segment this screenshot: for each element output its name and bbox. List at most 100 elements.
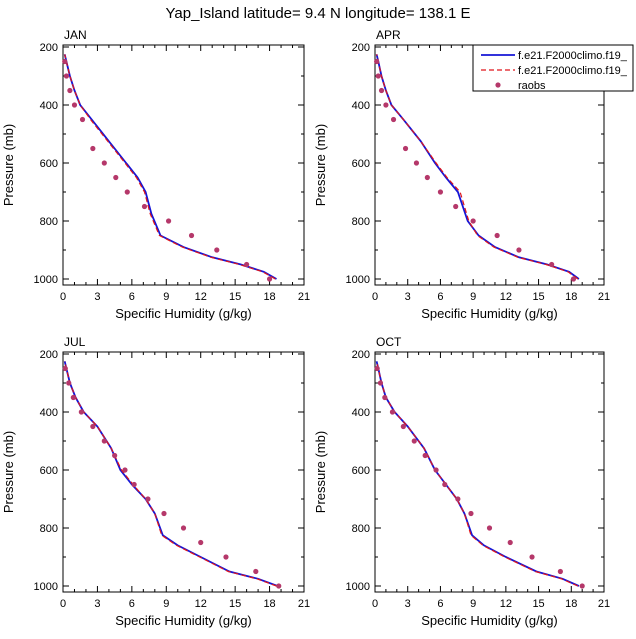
- panel-frame: [374, 351, 605, 593]
- x-tick-label: 21: [598, 291, 610, 303]
- raobs-point: [79, 116, 86, 123]
- raobs-point: [180, 525, 187, 531]
- x-tick-label: 0: [372, 291, 378, 303]
- y-tick-label: 1000: [34, 274, 58, 286]
- y-tick-label: 400: [40, 407, 58, 419]
- raobs-point: [389, 409, 396, 415]
- y-tick-label: 600: [352, 158, 370, 170]
- y-tick-label: 200: [40, 42, 58, 54]
- raobs-point: [494, 232, 500, 239]
- y-tick-label: 1000: [34, 581, 58, 593]
- raobs-point: [90, 145, 96, 152]
- raobs-point: [455, 496, 461, 502]
- figure-title: Yap_Island latitude= 9.4 N longitude= 13…: [166, 5, 471, 22]
- model-line-dashed: [64, 54, 276, 280]
- raobs-point: [161, 510, 167, 517]
- model-line-solid: [63, 361, 278, 587]
- raobs-point: [214, 247, 220, 253]
- raobs-point: [112, 452, 118, 459]
- raobs-point: [90, 423, 96, 430]
- raobs-point: [390, 116, 397, 123]
- y-tick-label: 800: [40, 216, 58, 228]
- raobs-point: [101, 160, 107, 166]
- raobs-point: [62, 365, 68, 372]
- raobs-point: [198, 539, 204, 546]
- raobs-point: [67, 87, 73, 94]
- y-axis-label: Pressure (mb): [1, 124, 16, 206]
- y-tick-label: 800: [352, 523, 370, 535]
- y-axis-label: Pressure (mb): [1, 431, 16, 513]
- panel-oct: 0 3 6 9 12 15 18 21 200 400 600 800 1000 OCT Specific …: [313, 335, 610, 628]
- raobs-point: [375, 73, 381, 79]
- panel-label: OCT: [376, 335, 402, 349]
- y-tick-label: 600: [352, 465, 370, 477]
- raobs-point: [411, 438, 417, 444]
- raobs-point: [400, 423, 406, 430]
- panel-jul: 0 3 6 9 12 15 18 21 200 400 600 800 1000 JUL Specific …: [1, 335, 310, 628]
- x-tick-label: 6: [437, 291, 443, 303]
- raobs-point: [62, 58, 68, 65]
- raobs-point: [374, 365, 380, 372]
- model-line-dashed: [64, 361, 277, 587]
- raobs-point: [507, 539, 513, 546]
- raobs-point: [113, 174, 119, 181]
- x-axis-label: Specific Humidity (g/kg): [115, 306, 252, 321]
- legend: f.e21.F2000climo.f19_ f.e21.F2000climo.f1…: [472, 44, 634, 92]
- panel-label: JUL: [64, 335, 86, 349]
- x-tick-label: 12: [500, 291, 512, 303]
- y-tick-label: 200: [40, 349, 58, 361]
- raobs-point: [579, 583, 585, 589]
- legend-label: f.e21.F2000climo.f19_: [518, 65, 628, 77]
- y-tick-label: 800: [352, 216, 370, 228]
- raobs-point: [145, 496, 151, 502]
- x-tick-label: 9: [470, 598, 476, 610]
- x-tick-label: 0: [372, 598, 378, 610]
- x-tick-label: 3: [94, 291, 100, 303]
- raobs-point: [276, 583, 282, 589]
- raobs-point: [570, 276, 577, 282]
- panel-apr: 0 3 6 9 12 15 18 21 200 400 600 800 1000 APR Specific …: [313, 28, 610, 321]
- x-tick-label: 6: [129, 598, 135, 610]
- x-tick-label: 12: [195, 291, 207, 303]
- x-tick-label: 6: [437, 598, 443, 610]
- raobs-point: [223, 554, 229, 560]
- panel-jan: 0 3 6 9 12 15 18 21 200 400 600 800 1000 JAN Specific …: [1, 28, 310, 321]
- raobs-point: [124, 189, 130, 195]
- y-tick-label: 800: [40, 523, 58, 535]
- x-tick-label: 15: [229, 598, 241, 610]
- legend-dot: [495, 82, 501, 88]
- raobs-point: [383, 102, 389, 108]
- raobs-point: [422, 452, 428, 459]
- raobs-point: [253, 568, 259, 575]
- raobs-point: [70, 394, 76, 401]
- x-tick-label: 9: [470, 291, 476, 303]
- raobs-point: [63, 73, 70, 79]
- x-tick-label: 3: [94, 598, 100, 610]
- x-tick-label: 12: [500, 598, 512, 610]
- model-line-solid: [375, 361, 580, 587]
- x-tick-label: 15: [532, 598, 544, 610]
- panel-label: APR: [376, 28, 401, 42]
- raobs-point: [486, 525, 493, 531]
- y-tick-label: 1000: [346, 581, 370, 593]
- raobs-point: [131, 481, 137, 488]
- x-tick-label: 3: [405, 291, 411, 303]
- raobs-point: [165, 218, 172, 224]
- legend-label: raobs: [518, 80, 546, 92]
- x-axis-label: Specific Humidity (g/kg): [115, 613, 252, 628]
- raobs-point: [437, 189, 444, 195]
- x-tick-label: 21: [298, 598, 310, 610]
- panel-frame: [62, 351, 305, 593]
- x-tick-label: 18: [565, 291, 577, 303]
- raobs-point: [141, 203, 148, 210]
- raobs-point: [101, 438, 107, 444]
- y-tick-label: 600: [40, 158, 58, 170]
- raobs-point: [470, 218, 476, 224]
- raobs-point: [71, 102, 78, 108]
- x-axis-label: Specific Humidity (g/kg): [421, 306, 558, 321]
- raobs-point: [442, 481, 448, 488]
- legend-label: f.e21.F2000climo.f19_: [518, 50, 628, 62]
- x-tick-label: 0: [60, 291, 66, 303]
- raobs-point: [244, 261, 250, 268]
